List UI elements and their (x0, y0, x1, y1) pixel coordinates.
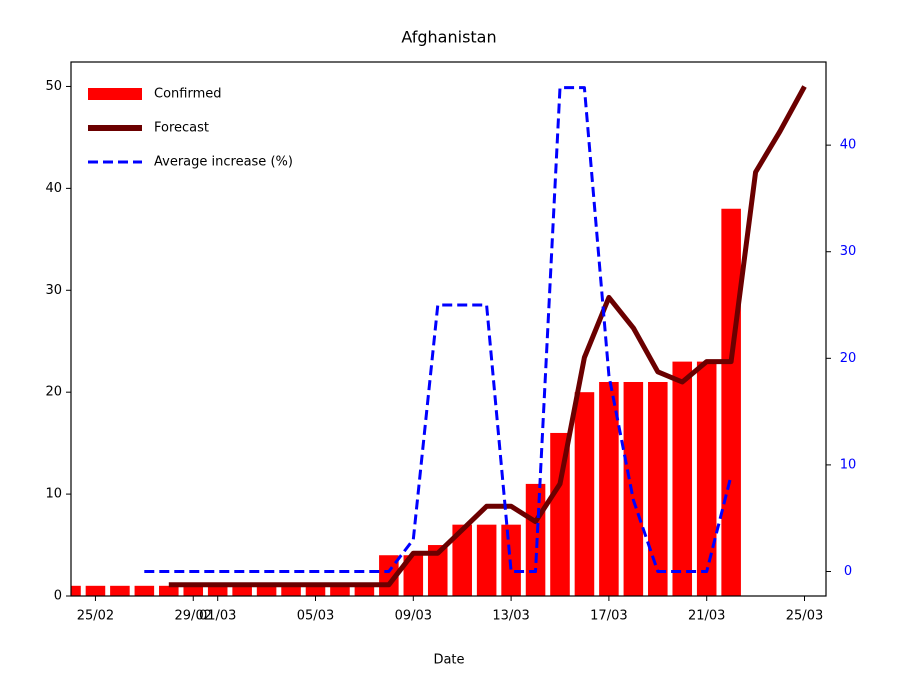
x-tick-label: 13/03 (492, 609, 529, 624)
y2-tick-label: 30 (840, 244, 857, 259)
y-tick-label: 0 (54, 589, 62, 604)
bar (281, 585, 301, 596)
x-tick-label: 01/03 (199, 609, 236, 624)
bar (134, 585, 155, 596)
y-tick-label: 10 (45, 487, 62, 502)
bar (452, 524, 472, 596)
bar (354, 585, 375, 596)
bar (721, 208, 741, 596)
x-axis-label: Date (433, 653, 464, 668)
x-tick-label: 09/03 (395, 609, 432, 624)
legend-label: Confirmed (154, 87, 222, 102)
x-tick-label: 05/03 (297, 609, 334, 624)
bar (110, 585, 130, 596)
bar (525, 483, 546, 596)
bar (330, 585, 350, 596)
bar (648, 381, 668, 596)
bar (672, 361, 693, 596)
bar (159, 585, 179, 596)
bar (207, 585, 228, 596)
y2-tick-label: 0 (844, 564, 852, 579)
x-tick-label: 25/03 (786, 609, 823, 624)
bar (599, 381, 619, 596)
legend-swatch (88, 88, 142, 100)
bar (183, 585, 204, 596)
y-tick-label: 30 (45, 283, 62, 298)
y2-tick-label: 20 (840, 351, 857, 366)
x-tick-label: 29/02 (175, 609, 212, 624)
bar (305, 585, 326, 596)
bar (623, 381, 644, 596)
plot-area (71, 85, 807, 596)
y2-tick-label: 10 (840, 457, 857, 472)
y-tick-label: 50 (45, 79, 62, 94)
bar (256, 585, 277, 596)
y2-tick-label: 40 (840, 138, 857, 153)
x-tick-label: 25/02 (77, 609, 114, 624)
bar (85, 585, 106, 596)
legend-label: Average increase (%) (154, 155, 293, 170)
bar (403, 555, 424, 596)
line (168, 85, 807, 588)
x-tick-label: 21/03 (688, 609, 725, 624)
plot-frame (70, 61, 827, 597)
y-tick-label: 20 (45, 385, 62, 400)
x-tick-label: 17/03 (590, 609, 627, 624)
dashed-line (144, 86, 733, 573)
y-tick-label: 40 (45, 181, 62, 196)
bar (550, 432, 570, 596)
bar (71, 585, 81, 596)
bar (427, 545, 448, 596)
bar (696, 361, 717, 596)
bar (476, 524, 497, 596)
bar (232, 585, 252, 596)
legend-label: Forecast (154, 121, 209, 136)
bar (574, 392, 595, 596)
legend: Confirmed Forecast Average increase (%) (88, 87, 293, 170)
chart-title: Afghanistan (401, 28, 496, 47)
